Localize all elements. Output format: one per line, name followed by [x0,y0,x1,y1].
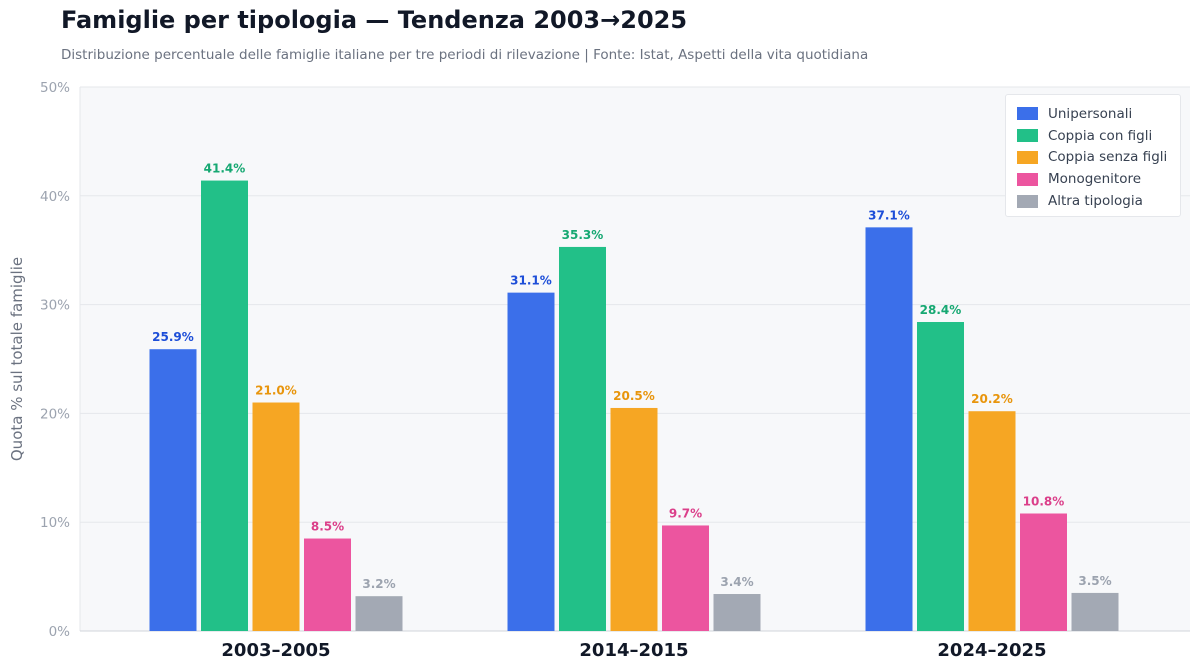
y-tick-label: 0% [49,624,71,640]
x-category-label: 2024–2025 [937,640,1046,661]
legend-item: Altra tipologia [1017,190,1180,212]
bar-value-label: 3.2% [362,577,395,591]
bar [610,407,658,631]
bar-value-label: 21.0% [255,384,297,398]
bar [1020,513,1067,631]
legend-swatch [1017,194,1038,208]
x-category-label: 2014–2015 [579,640,688,661]
y-axis-label: Quota % sul totale famiglie [8,257,26,461]
legend-item: Coppia senza figli [1017,147,1180,169]
legend-swatch [1017,107,1038,121]
bar [149,349,197,631]
x-category-label: 2003–2005 [221,640,330,661]
legend-swatch [1017,172,1038,186]
bar [968,411,1016,631]
legend-label: Unipersonali [1048,105,1133,122]
bar-value-label: 20.5% [613,389,655,403]
y-tick-label: 20% [40,406,70,422]
legend-label: Coppia con figli [1048,127,1153,144]
legend-item: Monogenitore [1017,168,1180,190]
bar [201,180,248,631]
bar [917,322,964,631]
legend-label: Monogenitore [1048,171,1142,188]
bar [662,525,709,631]
legend-label: Coppia senza figli [1048,149,1168,166]
bar [507,292,555,631]
bar-value-label: 20.2% [971,392,1013,406]
bar-value-label: 28.4% [920,303,962,317]
bar [865,227,913,632]
bar-value-label: 37.1% [868,208,910,222]
bar [559,246,606,631]
bar-value-label: 25.9% [152,330,194,344]
bar-value-label: 9.7% [669,506,702,520]
bar-value-label: 3.4% [720,575,753,589]
bar [304,538,351,631]
bar [355,596,403,631]
bar-value-label: 31.1% [510,274,552,288]
chart-subtitle: Distribuzione percentuale delle famiglie… [61,47,869,63]
legend-item: Unipersonali [1017,103,1180,125]
legend-item: Coppia con figli [1017,125,1180,147]
bar-value-label: 10.8% [1023,494,1065,508]
y-tick-label: 10% [40,515,70,531]
bar [1071,592,1119,631]
y-tick-label: 40% [40,189,70,205]
bar-value-label: 8.5% [311,520,344,534]
y-tick-label: 50% [40,80,70,96]
bar-value-label: 3.5% [1078,574,1111,588]
chart-title: Famiglie per tipologia — Tendenza 2003→2… [61,6,688,34]
bar-value-label: 35.3% [562,228,604,242]
bar-value-label: 41.4% [204,162,246,176]
bar [252,402,300,631]
legend-swatch [1017,129,1038,143]
legend-swatch [1017,150,1038,164]
bar [713,594,761,631]
legend-label: Altra tipologia [1048,193,1143,210]
y-tick-label: 30% [40,298,70,314]
chart-legend: Unipersonali Coppia con figli Coppia senza… [1005,94,1181,217]
